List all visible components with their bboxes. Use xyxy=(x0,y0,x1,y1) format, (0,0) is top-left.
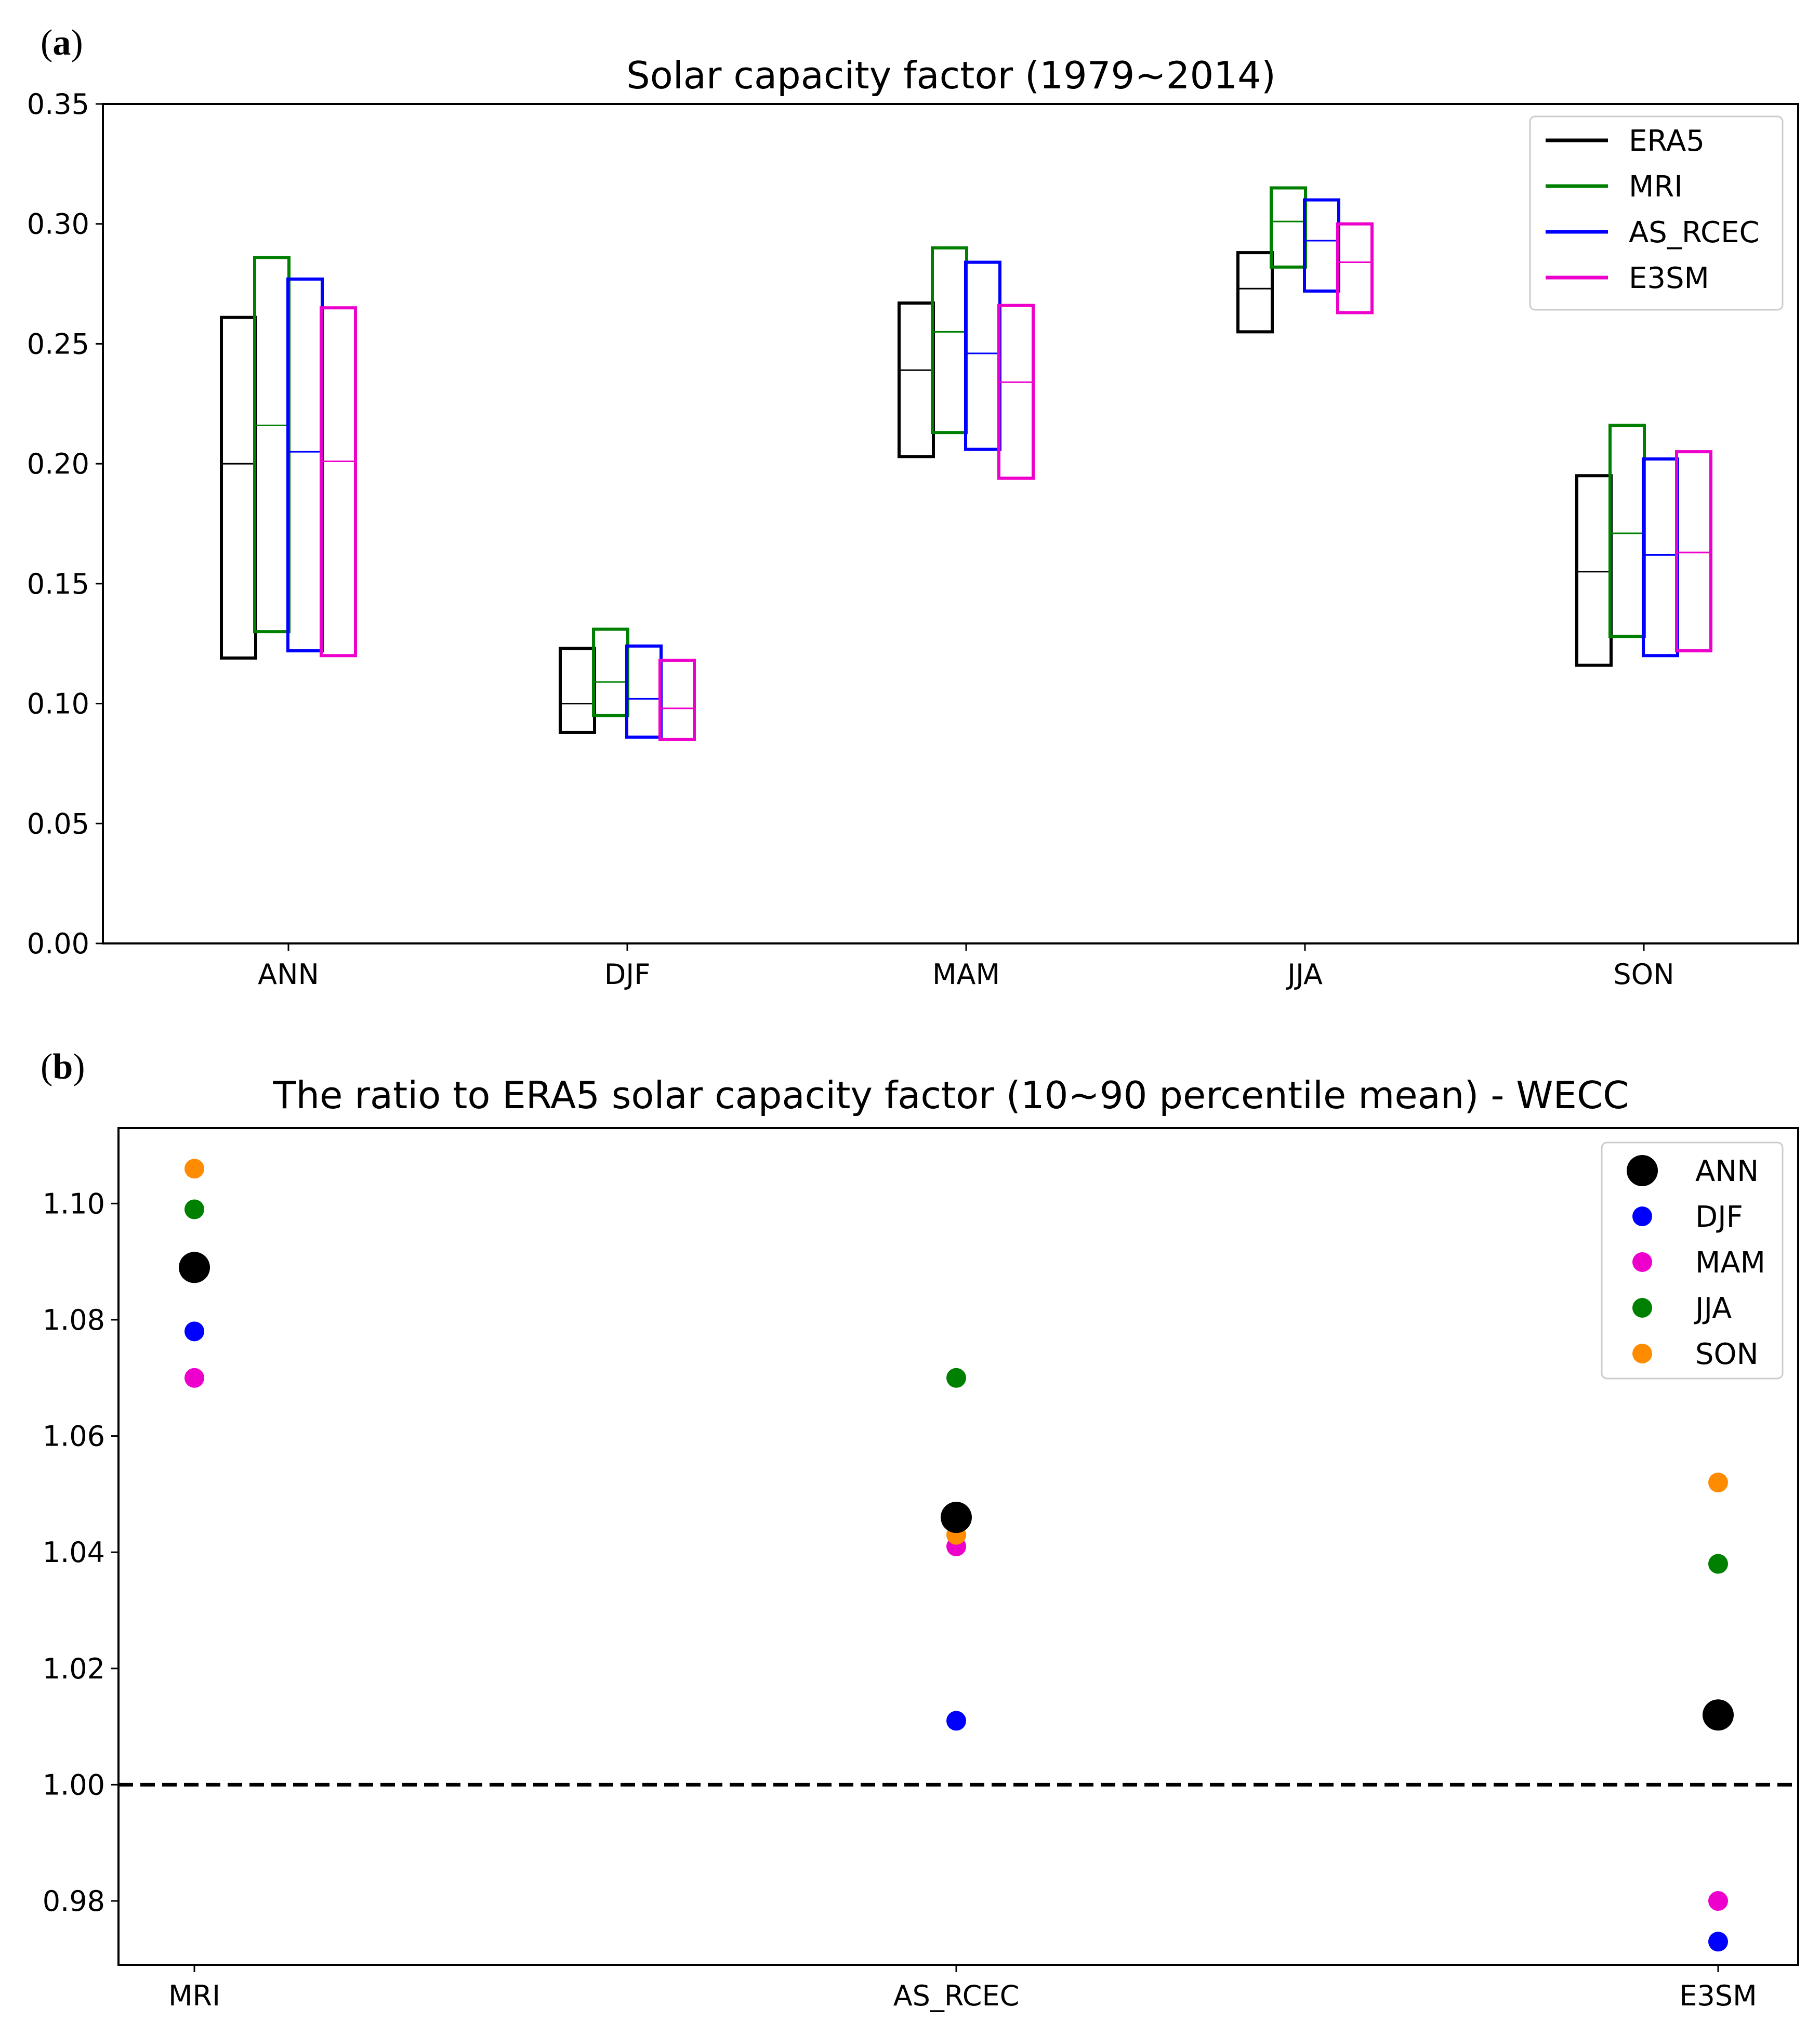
point-jja-e3sm xyxy=(1708,1554,1728,1574)
range-box-e3sm-ann xyxy=(320,306,357,658)
chart-b-marks xyxy=(118,1159,1798,1952)
legend-b-marker-son xyxy=(1632,1344,1652,1363)
range-box-as-rcec-jja xyxy=(1303,198,1340,293)
chart-a-title: Solar capacity factor (1979~2014) xyxy=(626,54,1276,97)
y-tick-label: 0.35 xyxy=(27,88,89,121)
range-box-e3sm-djf xyxy=(658,659,696,741)
point-jja-mri xyxy=(184,1199,204,1219)
legend-a-label-e3sm: E3SM xyxy=(1629,261,1709,295)
legend-b-marker-ann xyxy=(1627,1155,1658,1186)
x-tick-label-son: SON xyxy=(1613,958,1674,991)
point-mam-e3sm xyxy=(1708,1891,1728,1911)
range-box-mri-son xyxy=(1608,424,1646,638)
y-tick-label: 0.25 xyxy=(27,327,89,360)
x-tick-label-ann: ANN xyxy=(258,958,319,991)
range-box-as-rcec-ann xyxy=(286,277,324,653)
range-box-era5-mam xyxy=(898,301,935,458)
point-djf-mri xyxy=(184,1321,204,1342)
legend-b-marker-mam xyxy=(1632,1252,1652,1272)
y-tick-label: 0.15 xyxy=(27,568,89,600)
legend-b-frame xyxy=(1601,1141,1784,1380)
chart-b-plot-frame xyxy=(117,1127,1799,1966)
legend-b-marker-djf xyxy=(1632,1206,1652,1226)
x-tick-label-jja: JJA xyxy=(1286,958,1323,991)
range-box-mri-jja xyxy=(1270,186,1307,269)
panel-a: (a) Solar capacity factor (1979~2014) 0.… xyxy=(27,23,1799,991)
chart-b-axes: 0.98 1.00 1.02 1.04 1.06 1.08 1.10 MRI AS_RCEC E3… xyxy=(43,1187,1757,2012)
range-box-as-rcec-son xyxy=(1642,457,1679,658)
chart-a-plot-frame xyxy=(102,103,1799,944)
legend-b-label-mam: MAM xyxy=(1695,1246,1765,1280)
x-tick-label-as-rcec: AS_RCEC xyxy=(893,1979,1020,2012)
chart-a-legend: ERA5 MRI AS_RCEC E3SM xyxy=(1529,115,1784,311)
legend-b-label-jja: JJA xyxy=(1694,1292,1732,1326)
legend-b-label-ann: ANN xyxy=(1695,1154,1759,1188)
point-ann-as-rcec xyxy=(941,1502,972,1533)
point-jja-as-rcec xyxy=(946,1368,966,1388)
point-ann-mri xyxy=(179,1252,210,1283)
y-tick-label: 1.10 xyxy=(43,1187,105,1220)
legend-a-label-mri: MRI xyxy=(1629,170,1683,204)
chart-b-title: The ratio to ERA5 solar capacity factor … xyxy=(272,1073,1629,1117)
point-djf-as-rcec xyxy=(946,1711,966,1731)
chart-b-legend: ANN DJF MAM JJA SON xyxy=(1601,1141,1784,1380)
y-tick-label: 1.00 xyxy=(43,1768,105,1801)
legend-a-frame xyxy=(1529,115,1784,311)
y-tick-label: 0.30 xyxy=(27,208,89,241)
legend-b-label-djf: DJF xyxy=(1695,1200,1743,1234)
x-tick-label-djf: DJF xyxy=(604,958,651,991)
range-box-e3sm-jja xyxy=(1336,222,1374,314)
range-box-mri-ann xyxy=(253,256,291,634)
y-tick-label: 1.06 xyxy=(43,1420,105,1453)
y-tick-label: 1.04 xyxy=(43,1536,105,1569)
range-box-mri-mam xyxy=(931,246,968,435)
range-box-e3sm-son xyxy=(1675,450,1712,653)
range-box-era5-djf xyxy=(559,647,596,734)
legend-b-marker-jja xyxy=(1632,1298,1652,1318)
point-ann-e3sm xyxy=(1703,1699,1734,1731)
y-tick-label: 1.08 xyxy=(43,1304,105,1336)
range-box-as-rcec-djf xyxy=(625,644,663,739)
y-tick-label: 1.02 xyxy=(43,1652,105,1685)
x-tick-label-e3sm: E3SM xyxy=(1679,1979,1757,2012)
range-box-as-rcec-mam xyxy=(964,260,1001,451)
point-son-mri xyxy=(184,1159,204,1179)
panel-b-label: (b) xyxy=(41,1047,85,1087)
y-tick-label: 0.00 xyxy=(27,927,89,960)
y-tick-label: 0.98 xyxy=(43,1885,105,1918)
range-box-e3sm-mam xyxy=(997,304,1035,480)
y-tick-label: 0.20 xyxy=(27,448,89,480)
y-tick-label: 0.05 xyxy=(27,807,89,840)
range-box-mri-djf xyxy=(592,627,629,717)
legend-a-label-era5: ERA5 xyxy=(1629,124,1705,158)
point-son-e3sm xyxy=(1708,1473,1728,1493)
range-box-era5-jja xyxy=(1236,251,1274,334)
x-tick-label-mri: MRI xyxy=(168,1979,220,2012)
panel-a-label: (a) xyxy=(41,23,83,63)
point-mam-mri xyxy=(184,1368,204,1388)
range-box-era5-ann xyxy=(220,316,257,660)
point-djf-e3sm xyxy=(1708,1932,1728,1952)
chart-a-marks xyxy=(220,186,1712,741)
y-tick-label: 0.10 xyxy=(27,688,89,720)
range-box-era5-son xyxy=(1575,474,1613,667)
chart-a-axes: 0.00 0.05 0.10 0.15 0.20 0.25 0.30 0.35 ANN DJF MA… xyxy=(27,88,1674,991)
legend-a-label-as-rcec: AS_RCEC xyxy=(1629,216,1760,250)
x-tick-label-mam: MAM xyxy=(932,958,1000,991)
legend-b-label-son: SON xyxy=(1695,1337,1759,1371)
panel-b: (b) The ratio to ERA5 solar capacity fac… xyxy=(41,1047,1799,2012)
